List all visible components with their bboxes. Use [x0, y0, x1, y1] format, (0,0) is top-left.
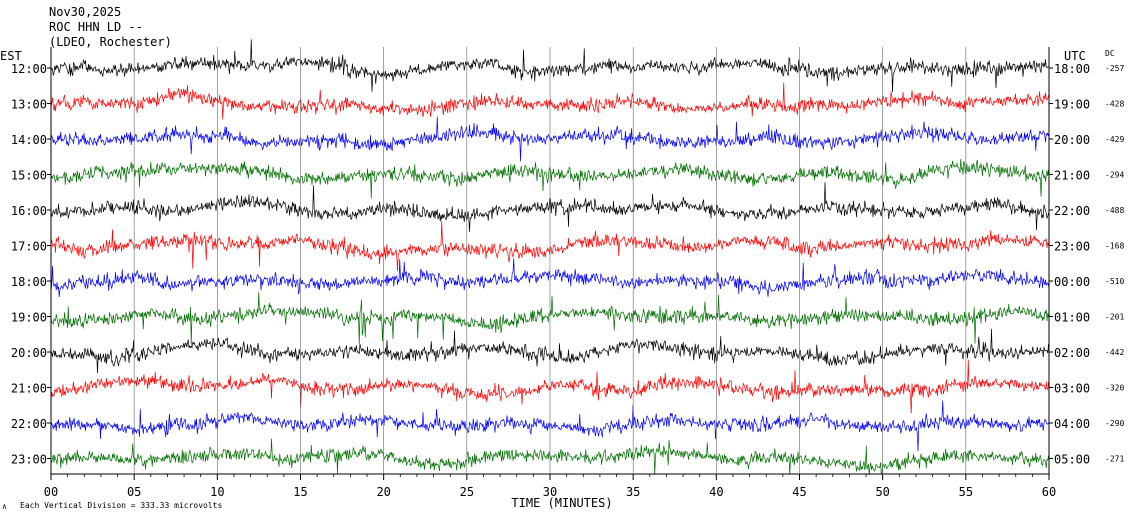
dc-value: -320	[1105, 384, 1124, 393]
est-hour-label: 22:00	[11, 417, 47, 431]
scale-icon: ∧	[2, 502, 7, 511]
dc-value: -290	[1105, 419, 1124, 428]
dc-value: -488	[1105, 206, 1124, 215]
est-hour-label: 13:00	[11, 98, 47, 112]
x-tick-label: 00	[44, 485, 58, 499]
x-tick-label: 25	[460, 485, 474, 499]
dc-value: -271	[1105, 455, 1124, 464]
est-hour-label: 20:00	[11, 346, 47, 360]
label-layer: Nov30,2025 ROC HHN LD -- (LDEO, Rocheste…	[0, 5, 1124, 511]
est-hour-label: 14:00	[11, 133, 47, 147]
utc-hour-label: 03:00	[1054, 382, 1090, 396]
dc-label: DC	[1105, 49, 1115, 58]
utc-hour-label: 20:00	[1054, 133, 1090, 147]
dc-value: -168	[1105, 242, 1124, 251]
est-hour-label: 15:00	[11, 169, 47, 183]
x-tick-label: 05	[127, 485, 141, 499]
utc-hour-label: 01:00	[1054, 311, 1090, 325]
x-tick-label: 10	[210, 485, 224, 499]
est-hour-label: 16:00	[11, 204, 47, 218]
chart-title: Nov30,2025	[49, 5, 121, 19]
utc-hour-label: 22:00	[1054, 204, 1090, 218]
utc-hour-label: 00:00	[1054, 275, 1090, 289]
dc-value: -442	[1105, 348, 1124, 357]
utc-hour-label: 19:00	[1054, 98, 1090, 112]
dc-value: -257	[1105, 64, 1124, 73]
utc-hour-label: 18:00	[1054, 62, 1090, 76]
station-label: ROC HHN LD --	[49, 20, 143, 34]
dc-value: -428	[1105, 100, 1124, 109]
x-tick-label: 20	[376, 485, 390, 499]
x-tick-label: 40	[709, 485, 723, 499]
dc-value: -201	[1105, 313, 1124, 322]
utc-hour-label: 05:00	[1054, 453, 1090, 467]
scale-note: Each Vertical Division = 333.33 microvol…	[20, 501, 222, 510]
est-hour-label: 23:00	[11, 453, 47, 467]
est-hour-label: 21:00	[11, 382, 47, 396]
location-label: (LDEO, Rochester)	[49, 35, 172, 49]
left-axis-label: EST	[0, 49, 22, 63]
right-axis-label: UTC	[1064, 49, 1086, 63]
est-hour-label: 18:00	[11, 275, 47, 289]
x-tick-label: 15	[293, 485, 307, 499]
plot-frame	[47, 47, 1053, 480]
utc-hour-label: 23:00	[1054, 240, 1090, 254]
est-hour-label: 19:00	[11, 311, 47, 325]
x-axis-label: TIME (MINUTES)	[511, 496, 612, 510]
x-tick-label: 30	[543, 485, 557, 499]
x-tick-label: 45	[792, 485, 806, 499]
x-tick-label: 60	[1042, 485, 1056, 499]
x-tick-label: 35	[626, 485, 640, 499]
x-tick-label: 50	[875, 485, 889, 499]
x-tick-label: 55	[959, 485, 973, 499]
utc-hour-label: 02:00	[1054, 346, 1090, 360]
est-hour-label: 12:00	[11, 62, 47, 76]
utc-hour-label: 21:00	[1054, 169, 1090, 183]
est-hour-label: 17:00	[11, 240, 47, 254]
dc-value: -429	[1105, 135, 1124, 144]
dc-value: -294	[1105, 171, 1124, 180]
utc-hour-label: 04:00	[1054, 417, 1090, 431]
dc-value: -510	[1105, 277, 1124, 286]
